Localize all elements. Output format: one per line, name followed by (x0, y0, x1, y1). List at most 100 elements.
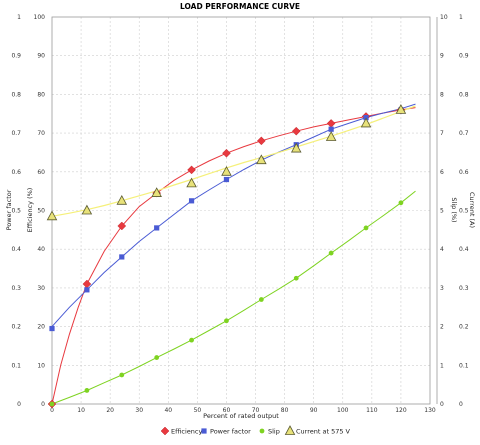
current-tick-label: 0.2 (459, 324, 469, 331)
efficiency-tick-label: 100 (34, 14, 46, 21)
power-factor-tick-label: 0.5 (11, 208, 21, 215)
power-factor-line (51, 103, 416, 327)
efficiency-point (257, 136, 266, 146)
power-factor-tick-label: 0.3 (11, 285, 21, 292)
power-factor-axis-ticks: 0 0.1 0.2 0.3 0.4 0.5 0.6 0.7 0.8 0.9 1 (11, 14, 21, 408)
legend-item-slip: Slip (259, 428, 280, 436)
efficiency-tick-label: 20 (37, 324, 45, 331)
x-tick-label: 20 (106, 407, 114, 414)
chart-legend: Efficiency Power factor Slip Current at 575… (160, 425, 351, 436)
efficiency-axis-title: Efficiency (%) (26, 188, 34, 233)
slip-point (119, 372, 125, 378)
efficiency-point (291, 126, 301, 136)
series-layer (46, 103, 416, 409)
x-tick-label: 0 (50, 407, 54, 414)
efficiency-line (51, 107, 416, 405)
power-factor-tick-label: 0.4 (11, 246, 21, 253)
power-factor-tick-label: 0.1 (11, 362, 21, 369)
power-factor-tick-label: 1 (17, 14, 21, 21)
x-tick-label: 50 (194, 407, 202, 414)
power-factor-point (119, 254, 125, 260)
power-factor-tick-label: 0.6 (11, 169, 21, 176)
power-factor-tick-label: 0 (17, 401, 21, 408)
x-tick-label: 120 (395, 407, 407, 414)
slip-point (398, 200, 404, 206)
current-axis-title: Current (A) (468, 192, 476, 228)
slip-tick-label: 2 (440, 324, 444, 331)
slip-point (84, 388, 90, 393)
x-tick-label: 10 (77, 407, 85, 414)
legend-swatch-efficiency (160, 426, 170, 436)
legend-item-efficiency: Efficiency (160, 426, 202, 436)
efficiency-tick-label: 50 (37, 208, 45, 215)
current-tick-label: 0.1 (459, 362, 469, 369)
current-tick-label: 0.8 (459, 91, 469, 98)
slip-point (49, 401, 55, 407)
current-tick-label: 0.3 (459, 285, 469, 292)
power-factor-point (84, 287, 90, 293)
series-slip-points (49, 200, 404, 407)
power-factor-point (188, 198, 195, 204)
current-at-575-v-point (81, 204, 93, 215)
power-factor-tick-label: 0.9 (11, 53, 21, 60)
slip-tick-label: 6 (440, 169, 444, 176)
series-power-factor (51, 103, 416, 327)
current-at-575-v-point (395, 104, 407, 114)
slip-tick-label: 10 (440, 14, 448, 21)
slip-point (258, 297, 264, 302)
current-at-575-v-point (116, 194, 128, 205)
slip-tick-label: 9 (440, 53, 444, 60)
x-tick-label: 40 (164, 407, 172, 414)
chart-title: LOAD PERFORMANCE CURVE (180, 2, 300, 11)
power-factor-point (223, 176, 230, 183)
current-tick-label: 0.7 (459, 130, 469, 137)
current-at-575-v-line (51, 105, 416, 217)
power-factor-tick-label: 0.8 (11, 91, 21, 98)
slip-point (363, 225, 369, 231)
legend-swatch-slip (259, 428, 265, 434)
x-axis-ticks: 0 10 20 30 40 50 60 70 80 90 100 110 120 130 (50, 407, 436, 414)
efficiency-tick-label: 40 (37, 246, 45, 253)
power-factor-point (154, 225, 160, 231)
efficiency-tick-label: 60 (37, 169, 45, 176)
power-factor-tick-label: 0.7 (11, 130, 21, 137)
current-at-575-v-point (360, 117, 372, 128)
legend-label-efficiency: Efficiency (171, 428, 202, 436)
current-at-575-v-point (186, 177, 197, 188)
series-current-at-575-v (51, 105, 416, 217)
current-at-575-v-point (256, 154, 267, 165)
legend-label-current-at-575-v: Current at 575 V (296, 428, 351, 436)
series-slip (51, 190, 416, 405)
slip-point (189, 337, 194, 343)
slip-tick-label: 3 (440, 285, 444, 292)
slip-tick-label: 8 (440, 91, 444, 98)
slip-tick-label: 7 (440, 130, 444, 137)
slip-line (51, 190, 416, 405)
current-at-575-v-point (290, 142, 302, 153)
slip-point (328, 250, 334, 256)
current-tick-label: 0.9 (459, 53, 469, 60)
current-tick-label: 0.5 (459, 208, 469, 215)
current-at-575-v-point (46, 210, 58, 221)
x-tick-label: 80 (281, 407, 289, 414)
legend-swatch-power-factor (201, 428, 207, 434)
legend-label-power-factor: Power factor (210, 428, 251, 436)
efficiency-tick-label: 0 (41, 401, 45, 408)
current-tick-label: 0 (459, 401, 463, 408)
slip-point (293, 275, 299, 281)
x-axis-title: Percent of rated output (203, 412, 279, 420)
efficiency-point (187, 165, 196, 175)
legend-item-power-factor: Power factor (201, 428, 251, 436)
legend-swatch-current-at-575-v (284, 425, 296, 435)
legend-label-slip: Slip (268, 428, 280, 436)
slip-tick-label: 4 (440, 246, 444, 253)
efficiency-tick-label: 30 (37, 285, 45, 292)
series-efficiency (51, 107, 416, 405)
slip-axis-title: Slip (%) (450, 197, 458, 222)
power-factor-axis-title: Power factor (5, 189, 13, 230)
current-at-575-v-point (325, 131, 337, 141)
slip-point (154, 355, 160, 360)
power-factor-tick-label: 0.2 (11, 324, 21, 331)
x-tick-label: 130 (424, 407, 436, 414)
